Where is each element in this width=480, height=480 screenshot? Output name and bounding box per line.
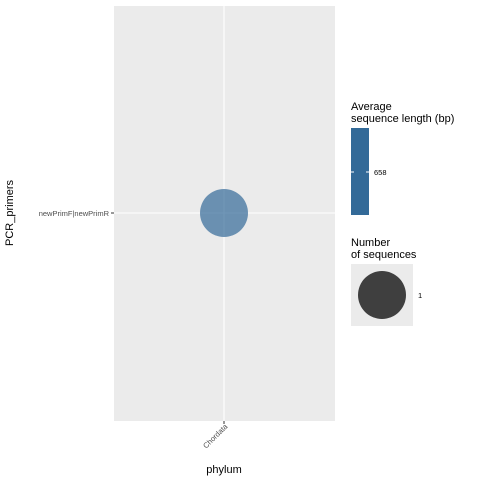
y-axis-title: PCR_primers <box>4 179 16 246</box>
y-tick-label: newPrimF|newPrimR <box>39 209 110 218</box>
color-legend-bar <box>351 128 369 215</box>
color-legend: Average sequence length (bp) 658 <box>351 101 454 215</box>
size-legend-title-line-2: of sequences <box>351 249 417 261</box>
size-legend-title-line-1: Number <box>351 237 390 249</box>
x-tick-label: Chordata <box>201 421 230 450</box>
color-legend-label: 658 <box>374 168 387 177</box>
data-point-chordata <box>200 189 248 237</box>
size-legend-circle <box>358 271 406 319</box>
color-legend-title-line-1: Average <box>351 101 392 113</box>
size-legend-label: 1 <box>418 291 422 300</box>
x-axis-title: phylum <box>206 464 241 476</box>
color-legend-title-line-2: sequence length (bp) <box>351 113 454 125</box>
size-legend: Number of sequences 1 <box>351 237 422 326</box>
